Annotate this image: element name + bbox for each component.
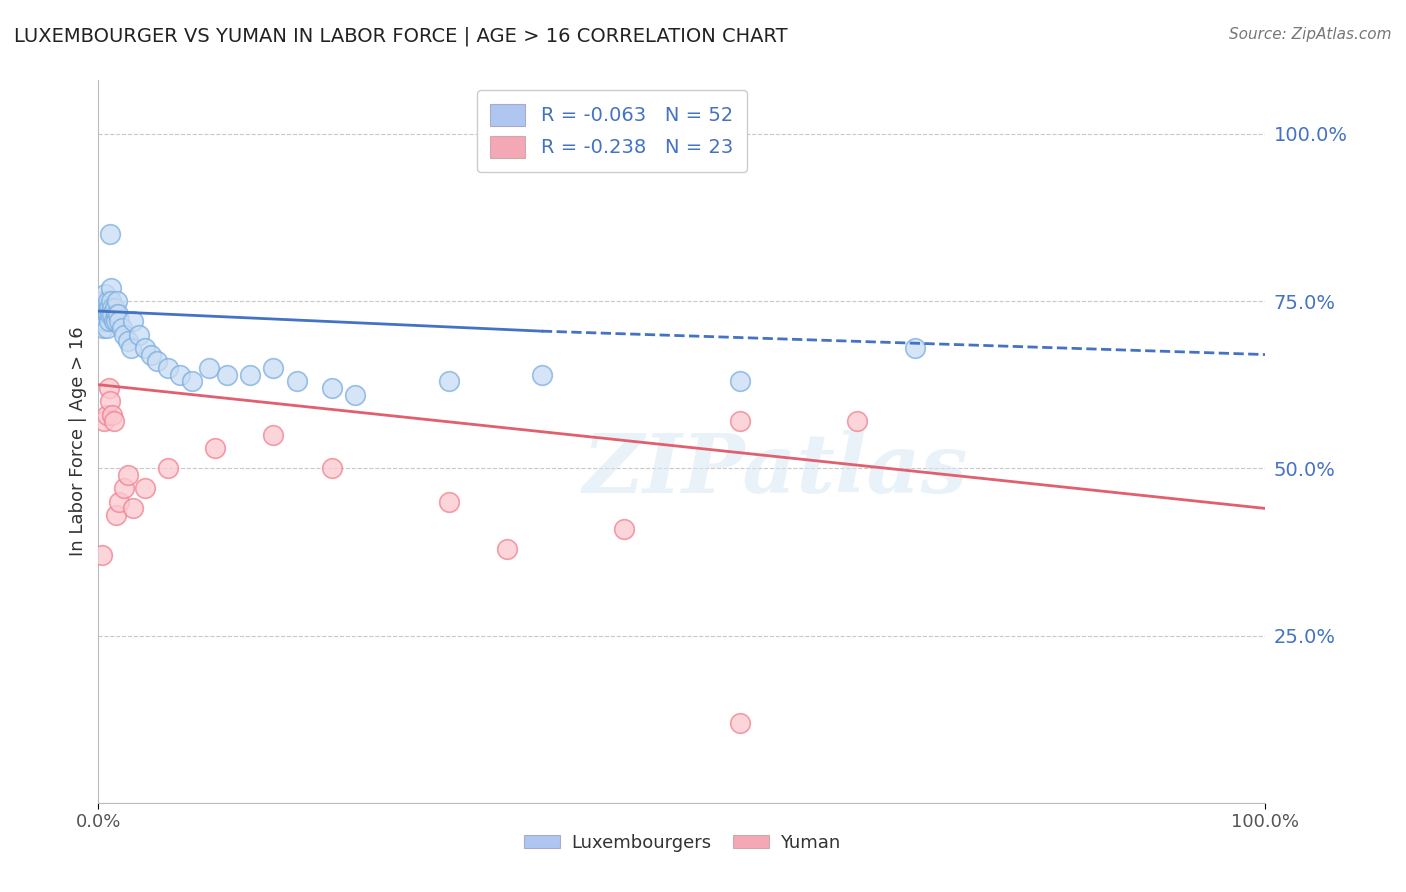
Point bbox=[157, 461, 180, 475]
Point bbox=[91, 321, 114, 335]
Point bbox=[104, 307, 127, 322]
Point bbox=[122, 314, 145, 328]
Point bbox=[128, 327, 150, 342]
Point bbox=[846, 414, 869, 429]
Point bbox=[157, 361, 180, 376]
Point bbox=[730, 375, 752, 389]
Point bbox=[104, 508, 127, 523]
Point bbox=[90, 548, 112, 563]
Point bbox=[101, 301, 124, 315]
Point bbox=[321, 381, 343, 395]
Y-axis label: In Labor Force | Age > 16: In Labor Force | Age > 16 bbox=[69, 326, 87, 557]
Point bbox=[108, 314, 131, 328]
Point bbox=[90, 307, 112, 322]
Point bbox=[97, 307, 120, 322]
Point bbox=[93, 301, 115, 315]
Point bbox=[105, 294, 128, 309]
Point bbox=[904, 341, 927, 355]
Text: Source: ZipAtlas.com: Source: ZipAtlas.com bbox=[1229, 27, 1392, 42]
Point bbox=[107, 307, 129, 322]
Point bbox=[97, 301, 120, 315]
Point bbox=[134, 482, 156, 496]
Point bbox=[321, 461, 343, 475]
Point bbox=[198, 361, 221, 376]
Point bbox=[93, 307, 115, 322]
Point bbox=[730, 715, 752, 730]
Point bbox=[100, 281, 122, 295]
Point bbox=[169, 368, 191, 382]
Point bbox=[139, 348, 162, 362]
Point bbox=[103, 314, 125, 328]
Point bbox=[97, 294, 120, 309]
Point bbox=[93, 414, 115, 429]
Point bbox=[91, 294, 114, 309]
Point bbox=[94, 287, 117, 301]
Point bbox=[437, 375, 460, 389]
Text: ZIPatlas: ZIPatlas bbox=[582, 431, 967, 510]
Point bbox=[262, 361, 284, 376]
Point bbox=[530, 368, 553, 382]
Point bbox=[97, 301, 120, 315]
Point bbox=[103, 414, 125, 429]
Legend: Luxembourgers, Yuman: Luxembourgers, Yuman bbox=[517, 826, 846, 859]
Point bbox=[112, 482, 135, 496]
Point bbox=[117, 467, 139, 482]
Point bbox=[146, 354, 169, 368]
Point bbox=[104, 301, 127, 315]
Point bbox=[111, 321, 134, 335]
Point bbox=[108, 494, 131, 508]
Point bbox=[96, 321, 118, 335]
Point bbox=[97, 314, 120, 328]
Point bbox=[204, 442, 226, 455]
Point bbox=[98, 394, 121, 409]
Point bbox=[98, 227, 121, 242]
Point bbox=[239, 368, 262, 382]
Point bbox=[97, 381, 120, 395]
Point bbox=[117, 334, 139, 349]
Point bbox=[120, 341, 142, 355]
Point bbox=[100, 294, 122, 309]
Point bbox=[90, 314, 112, 328]
Point bbox=[262, 427, 284, 442]
Point bbox=[90, 301, 112, 315]
Point bbox=[437, 494, 460, 508]
Point bbox=[96, 307, 118, 322]
Point bbox=[613, 521, 636, 535]
Point bbox=[112, 327, 135, 342]
Point bbox=[285, 375, 308, 389]
Point bbox=[496, 541, 519, 556]
Point bbox=[104, 314, 127, 328]
Point bbox=[98, 307, 121, 322]
Point bbox=[180, 375, 202, 389]
Point bbox=[730, 414, 752, 429]
Point bbox=[101, 307, 124, 322]
Point bbox=[134, 341, 156, 355]
Point bbox=[96, 408, 118, 422]
Point bbox=[101, 408, 124, 422]
Text: LUXEMBOURGER VS YUMAN IN LABOR FORCE | AGE > 16 CORRELATION CHART: LUXEMBOURGER VS YUMAN IN LABOR FORCE | A… bbox=[14, 27, 787, 46]
Point bbox=[215, 368, 238, 382]
Point bbox=[344, 387, 367, 401]
Point bbox=[122, 501, 145, 516]
Point bbox=[94, 314, 117, 328]
